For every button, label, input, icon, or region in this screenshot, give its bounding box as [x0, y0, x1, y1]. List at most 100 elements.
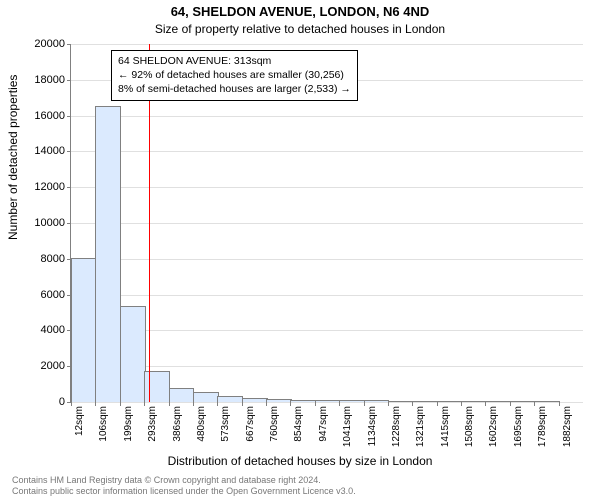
- xtick-label: 854sqm: [293, 406, 304, 442]
- histogram-bar: [217, 396, 243, 402]
- xtick-mark: [559, 402, 560, 406]
- xtick-mark: [266, 402, 267, 406]
- x-axis-label: Distribution of detached houses by size …: [0, 454, 600, 468]
- xtick-label: 573sqm: [220, 406, 231, 442]
- xtick-label: 1321sqm: [415, 406, 426, 447]
- ytick-mark: [67, 80, 71, 81]
- xtick-label: 106sqm: [98, 406, 109, 442]
- histogram-bar: [290, 400, 316, 402]
- histogram-bar: [534, 401, 560, 402]
- histogram-bar: [315, 400, 341, 402]
- ytick-label: 16000: [34, 110, 65, 122]
- footer-line2: Contains public sector information licen…: [12, 486, 356, 498]
- xtick-label: 1602sqm: [488, 406, 499, 447]
- chart-subtitle: Size of property relative to detached ho…: [0, 22, 600, 36]
- xtick-label: 1508sqm: [464, 406, 475, 447]
- xtick-mark: [95, 402, 96, 406]
- gridline: [71, 44, 583, 45]
- xtick-mark: [412, 402, 413, 406]
- ytick-label: 8000: [41, 253, 65, 265]
- gridline: [71, 366, 583, 367]
- ytick-label: 0: [59, 396, 65, 408]
- histogram-bar: [95, 106, 121, 402]
- histogram-bar: [510, 401, 536, 402]
- xtick-label: 947sqm: [318, 406, 329, 442]
- xtick-mark: [71, 402, 72, 406]
- xtick-label: 1134sqm: [367, 406, 378, 446]
- xtick-mark: [242, 402, 243, 406]
- histogram-bar: [364, 400, 390, 402]
- attribution-footer: Contains HM Land Registry data © Crown c…: [12, 475, 356, 498]
- xtick-mark: [144, 402, 145, 406]
- chart-container: 64, SHELDON AVENUE, LONDON, N6 4ND Size …: [0, 0, 600, 500]
- histogram-bar: [71, 258, 97, 402]
- histogram-bar: [485, 401, 511, 402]
- xtick-mark: [437, 402, 438, 406]
- ytick-label: 18000: [34, 74, 65, 86]
- annotation-box: 64 SHELDON AVENUE: 313sqm ← 92% of detac…: [111, 50, 358, 101]
- annotation-line2: ← 92% of detached houses are smaller (30…: [118, 68, 351, 82]
- ytick-label: 10000: [34, 217, 65, 229]
- xtick-mark: [315, 402, 316, 406]
- xtick-label: 386sqm: [172, 406, 183, 442]
- histogram-bar: [339, 400, 365, 402]
- y-axis-label: Number of detached properties: [6, 75, 20, 240]
- xtick-label: 1882sqm: [562, 406, 573, 447]
- gridline: [71, 295, 583, 296]
- gridline: [71, 330, 583, 331]
- plot-area: 0200040006000800010000120001400016000180…: [70, 44, 583, 403]
- histogram-bar: [242, 398, 268, 402]
- xtick-mark: [120, 402, 121, 406]
- gridline: [71, 151, 583, 152]
- histogram-bar: [437, 401, 463, 402]
- annotation-line3: 8% of semi-detached houses are larger (2…: [118, 82, 351, 96]
- ytick-mark: [67, 223, 71, 224]
- histogram-bar: [461, 401, 487, 402]
- ytick-label: 14000: [34, 145, 65, 157]
- xtick-label: 199sqm: [123, 406, 134, 442]
- xtick-mark: [485, 402, 486, 406]
- xtick-label: 667sqm: [245, 406, 256, 442]
- gridline: [71, 116, 583, 117]
- ytick-mark: [67, 187, 71, 188]
- histogram-bar: [412, 401, 438, 402]
- gridline: [71, 402, 583, 403]
- xtick-mark: [217, 402, 218, 406]
- chart-title: 64, SHELDON AVENUE, LONDON, N6 4ND: [0, 4, 600, 19]
- xtick-mark: [461, 402, 462, 406]
- xtick-label: 1695sqm: [513, 406, 524, 447]
- ytick-label: 4000: [41, 324, 65, 336]
- ytick-label: 12000: [34, 181, 65, 193]
- xtick-mark: [388, 402, 389, 406]
- histogram-bar: [388, 401, 414, 402]
- xtick-label: 1228sqm: [391, 406, 402, 447]
- ytick-label: 20000: [34, 38, 65, 50]
- xtick-label: 1789sqm: [537, 406, 548, 447]
- gridline: [71, 259, 583, 260]
- xtick-label: 12sqm: [74, 406, 85, 436]
- histogram-bar: [193, 392, 219, 402]
- histogram-bar: [266, 399, 292, 402]
- xtick-label: 1415sqm: [440, 406, 451, 447]
- ytick-label: 2000: [41, 360, 65, 372]
- xtick-label: 293sqm: [147, 406, 158, 442]
- histogram-bar: [120, 306, 146, 402]
- xtick-mark: [510, 402, 511, 406]
- xtick-label: 760sqm: [269, 406, 280, 442]
- histogram-bar: [144, 371, 170, 402]
- histogram-bar: [169, 388, 195, 402]
- xtick-mark: [193, 402, 194, 406]
- xtick-mark: [534, 402, 535, 406]
- gridline: [71, 223, 583, 224]
- ytick-mark: [67, 116, 71, 117]
- xtick-mark: [364, 402, 365, 406]
- ytick-label: 6000: [41, 289, 65, 301]
- xtick-label: 1041sqm: [342, 406, 353, 447]
- annotation-line1: 64 SHELDON AVENUE: 313sqm: [118, 54, 351, 68]
- xtick-mark: [339, 402, 340, 406]
- ytick-mark: [67, 151, 71, 152]
- gridline: [71, 187, 583, 188]
- xtick-mark: [169, 402, 170, 406]
- ytick-mark: [67, 44, 71, 45]
- xtick-label: 480sqm: [196, 406, 207, 442]
